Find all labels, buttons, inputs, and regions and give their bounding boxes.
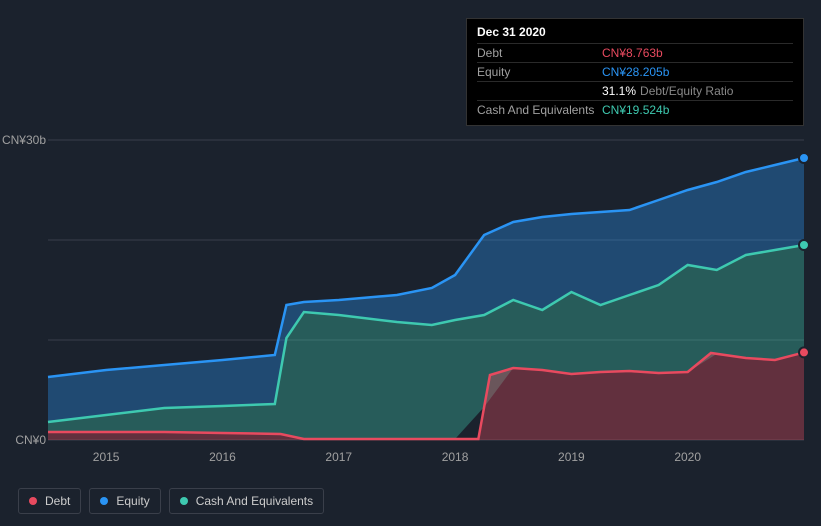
x-tick-label: 2016: [209, 450, 236, 464]
legend-item-cash[interactable]: Cash And Equivalents: [169, 488, 324, 514]
legend-dot-icon: [100, 497, 108, 505]
x-tick-label: 2017: [325, 450, 352, 464]
tooltip-equity-label: Equity: [477, 65, 602, 79]
legend-dot-icon: [29, 497, 37, 505]
chart-tooltip: Dec 31 2020 Debt CN¥8.763b Equity CN¥28.…: [466, 18, 804, 126]
legend-item-equity[interactable]: Equity: [89, 488, 160, 514]
y-tick-label: CN¥30b: [2, 133, 46, 147]
tooltip-cash-label: Cash And Equivalents: [477, 103, 602, 117]
tooltip-date: Dec 31 2020: [477, 25, 793, 39]
tooltip-equity-value: CN¥28.205b: [602, 65, 669, 79]
tooltip-ratio-pct: 31.1%: [602, 84, 636, 98]
x-tick-label: 2019: [558, 450, 585, 464]
legend-item-debt[interactable]: Debt: [18, 488, 81, 514]
legend-label: Equity: [116, 494, 149, 508]
y-tick-label: CN¥0: [15, 433, 46, 447]
tooltip-ratio-label: [477, 84, 602, 98]
tooltip-debt-value: CN¥8.763b: [602, 46, 663, 60]
chart-legend: Debt Equity Cash And Equivalents: [18, 488, 324, 514]
x-tick-label: 2018: [442, 450, 469, 464]
legend-label: Debt: [45, 494, 70, 508]
tooltip-cash-value: CN¥19.524b: [602, 103, 669, 117]
tooltip-debt-label: Debt: [477, 46, 602, 60]
legend-label: Cash And Equivalents: [196, 494, 313, 508]
tooltip-ratio-text: Debt/Equity Ratio: [640, 84, 733, 98]
chart-plot-area[interactable]: [48, 140, 804, 440]
x-tick-label: 2020: [674, 450, 701, 464]
x-tick-label: 2015: [93, 450, 120, 464]
legend-dot-icon: [180, 497, 188, 505]
financial-chart: Dec 31 2020 Debt CN¥8.763b Equity CN¥28.…: [0, 0, 821, 526]
